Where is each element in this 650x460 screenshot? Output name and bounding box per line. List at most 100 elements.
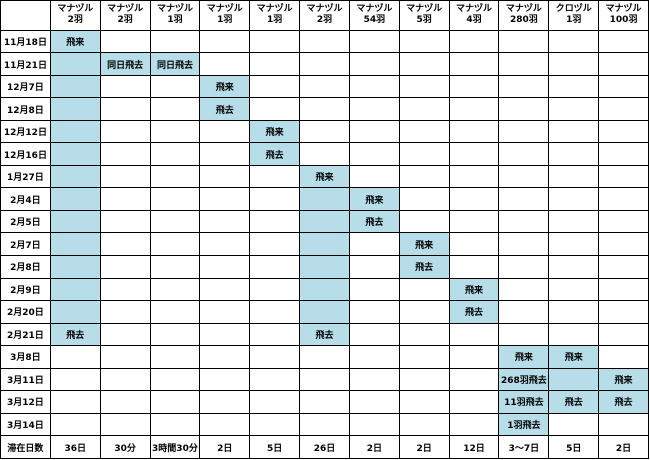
event-cell <box>498 209 550 234</box>
date-row: 3月11日 268羽飛去 飛来 <box>0 367 649 392</box>
event-cell <box>99 142 151 166</box>
event-cell: 飛去 <box>448 300 500 324</box>
event-cell <box>598 74 649 99</box>
event-cell <box>598 255 649 279</box>
date-cell: 12月12日 <box>0 119 51 144</box>
event-cell <box>249 367 301 392</box>
event-cell <box>598 187 649 211</box>
event-cell <box>249 164 301 189</box>
event-cell <box>149 119 201 144</box>
column-header: マナヅル 1羽 <box>149 0 201 31</box>
date-cell: 12月16日 <box>0 142 51 166</box>
event-cell <box>448 367 500 392</box>
event-cell <box>149 322 201 347</box>
stay-duration: 5日 <box>249 435 301 459</box>
event-cell <box>149 97 201 121</box>
event-cell <box>548 277 600 302</box>
event-cell <box>249 255 301 279</box>
stay-duration: 12日 <box>448 435 500 459</box>
event-cell <box>398 390 450 414</box>
event-cell <box>149 187 201 211</box>
event-cell: 11羽飛去 <box>498 390 550 414</box>
stay-duration: 5日 <box>548 435 600 459</box>
event-cell: 飛来 <box>398 232 450 257</box>
event-cell <box>99 390 151 414</box>
species-name: マナヅル <box>356 4 393 15</box>
date-cell: 1月27日 <box>0 164 51 189</box>
event-cell <box>348 29 400 54</box>
stay-duration: 3～7日 <box>498 435 550 459</box>
event-cell <box>199 142 251 166</box>
species-name: クロヅル <box>555 4 592 15</box>
event-cell <box>348 52 400 76</box>
event-cell <box>199 187 251 211</box>
event-cell <box>548 74 600 99</box>
event-cell <box>99 164 151 189</box>
event-cell <box>348 367 400 392</box>
event-cell <box>149 412 201 437</box>
species-name: マナヅル <box>256 4 293 15</box>
event-cell: 飛来 <box>598 367 649 392</box>
bird-count: 1羽 <box>217 15 233 26</box>
event-cell <box>548 187 600 211</box>
event-cell <box>299 142 350 166</box>
event-cell <box>249 277 301 302</box>
event-cell <box>199 277 251 302</box>
event-cell <box>548 367 600 392</box>
event-cell <box>598 277 649 302</box>
species-name: マナヅル <box>605 4 642 15</box>
event-cell <box>598 142 649 166</box>
event-cell <box>199 345 251 369</box>
event-cell <box>199 52 251 76</box>
column-header: マナヅル 100羽 <box>598 0 649 31</box>
event-cell: 飛来 <box>548 345 600 369</box>
date-row: 2月20日 飛去 <box>0 300 649 324</box>
event-cell <box>99 322 151 347</box>
event-cell <box>598 52 649 76</box>
event-cell: 飛去 <box>348 209 400 234</box>
bird-count: 1羽 <box>267 15 283 26</box>
column-header: マナヅル 1羽 <box>199 0 251 31</box>
event-cell <box>99 412 151 437</box>
event-cell <box>448 52 500 76</box>
event-cell <box>448 164 500 189</box>
event-cell <box>348 142 400 166</box>
event-cell <box>348 390 400 414</box>
event-cell <box>149 209 201 234</box>
event-cell <box>149 255 201 279</box>
event-cell <box>299 52 350 76</box>
event-cell <box>448 29 500 54</box>
stay-duration: 2日 <box>598 435 649 459</box>
event-cell <box>49 300 101 324</box>
event-cell <box>49 209 101 234</box>
event-cell <box>598 412 649 437</box>
date-row: 11月18日 飛来 <box>0 29 649 54</box>
event-cell: 飛去 <box>398 255 450 279</box>
event-cell: 飛来 <box>348 187 400 211</box>
event-cell <box>49 97 101 121</box>
event-cell <box>448 187 500 211</box>
column-header: マナヅル 2羽 <box>99 0 151 31</box>
column-header: マナヅル 1羽 <box>249 0 301 31</box>
date-row: 11月21日 同日飛去 同日飛去 <box>0 52 649 76</box>
event-cell: 飛来 <box>498 345 550 369</box>
event-cell <box>249 187 301 211</box>
event-cell <box>99 209 151 234</box>
event-cell <box>598 322 649 347</box>
event-cell <box>348 300 400 324</box>
event-cell <box>498 52 550 76</box>
species-name: マナヅル <box>505 4 542 15</box>
event-cell <box>598 119 649 144</box>
corner-cell <box>0 0 51 31</box>
event-cell <box>199 232 251 257</box>
event-cell <box>498 322 550 347</box>
date-row: 2月9日 飛来 <box>0 277 649 302</box>
event-cell <box>199 164 251 189</box>
date-cell: 11月21日 <box>0 52 51 76</box>
event-cell <box>598 300 649 324</box>
event-cell <box>149 300 201 324</box>
date-cell: 2月21日 <box>0 322 51 347</box>
event-cell <box>249 232 301 257</box>
species-name: マナヅル <box>107 4 144 15</box>
